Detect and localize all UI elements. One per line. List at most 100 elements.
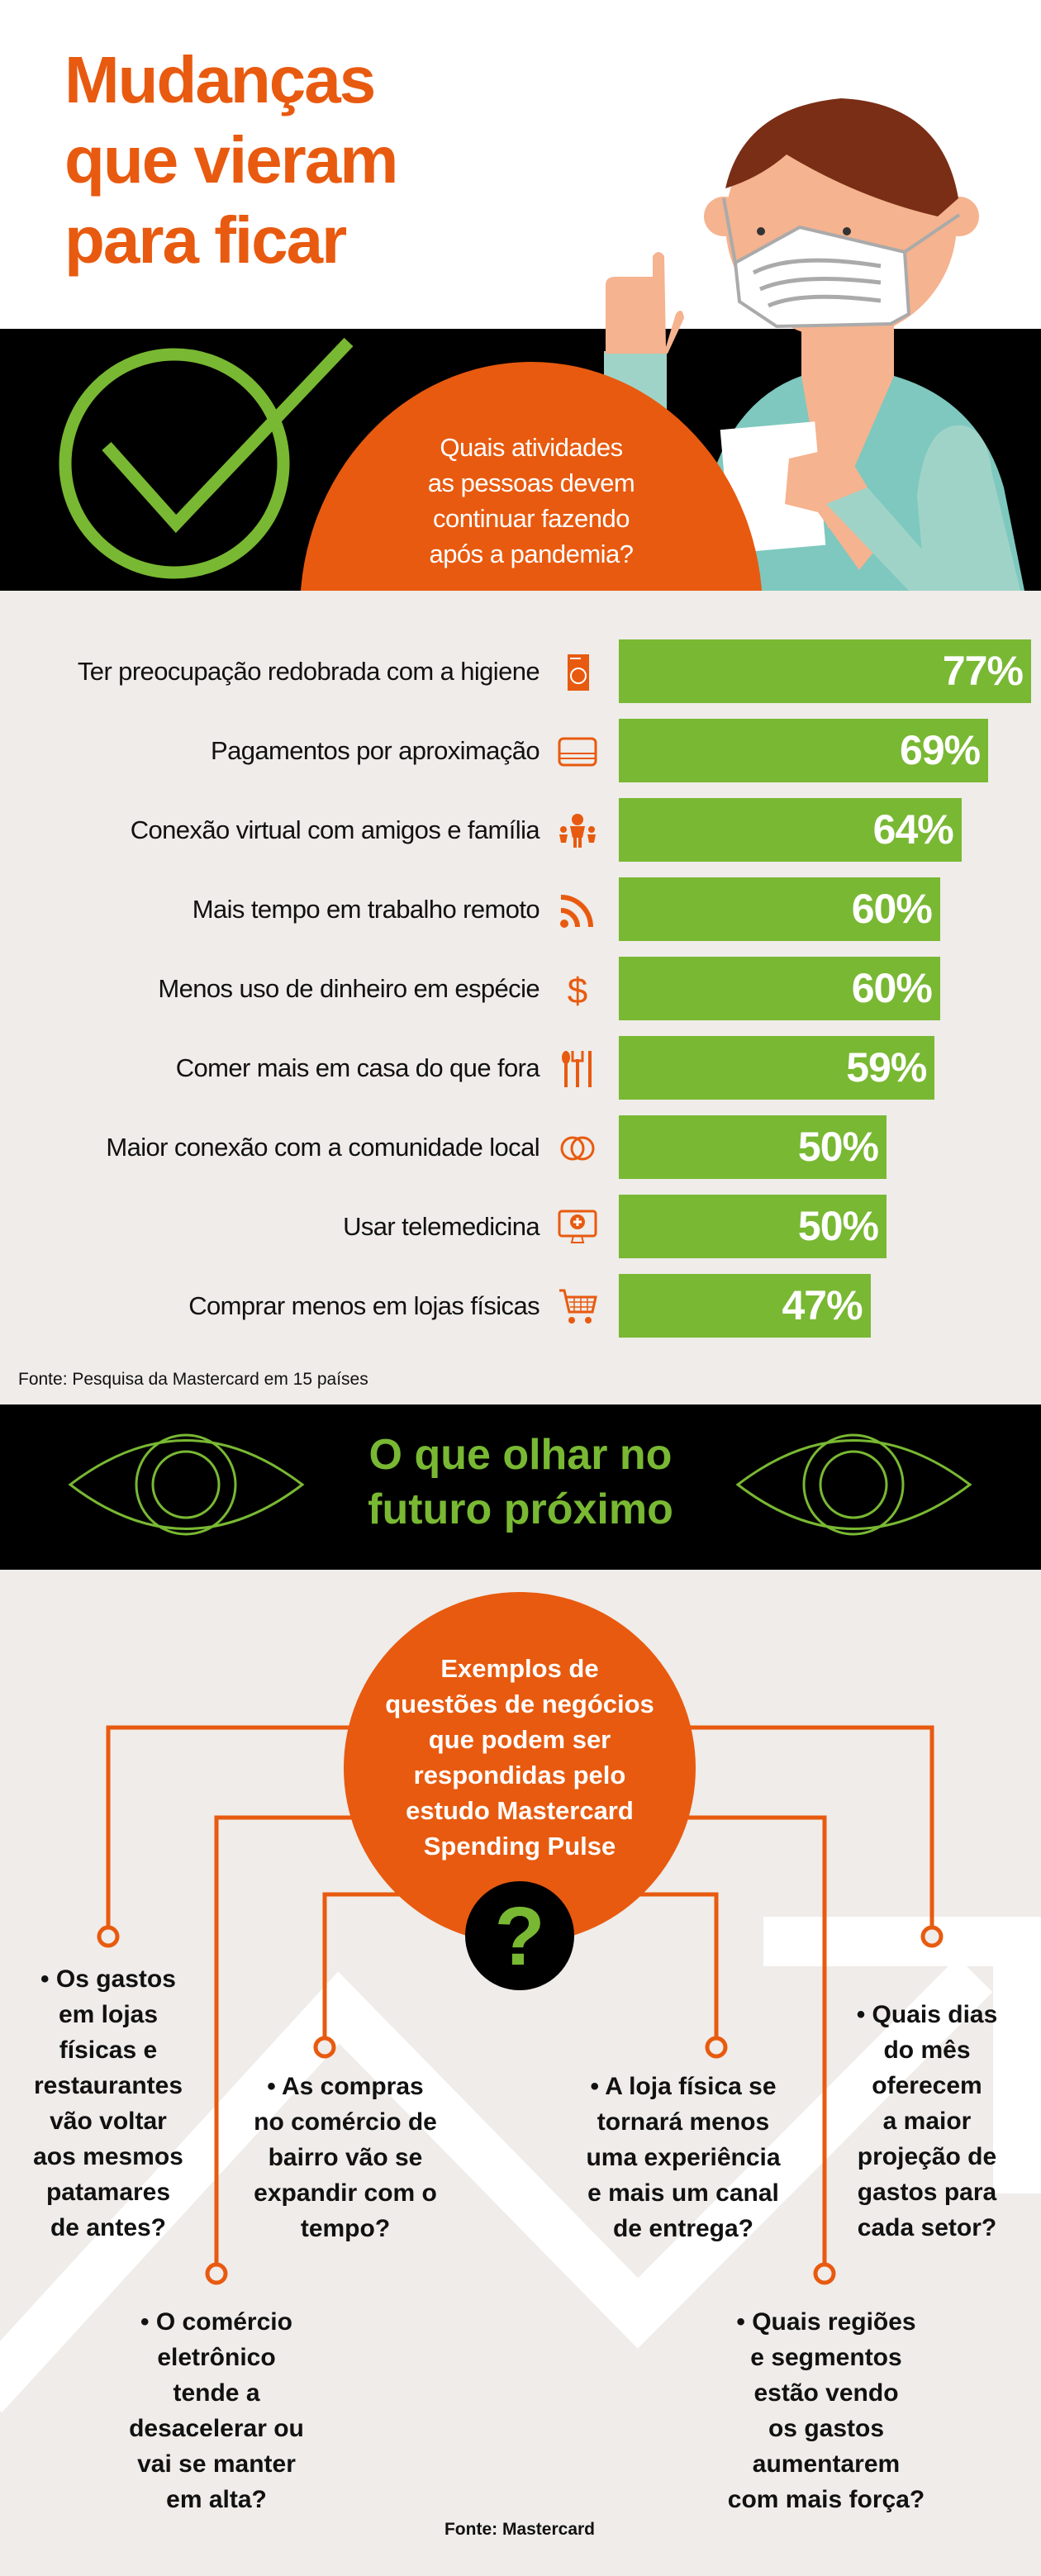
bar-value-label: 60% — [851, 886, 933, 932]
source-note: Fonte: Pesquisa da Mastercard em 15 país… — [18, 1370, 368, 1389]
center-line: questões de negócios — [385, 1690, 654, 1718]
section-title-line: O que olhar no — [368, 1431, 673, 1479]
question-line: de antes? — [50, 2214, 167, 2241]
question-line: aos mesmos — [33, 2143, 183, 2170]
question-line: em lojas — [58, 2001, 159, 2028]
bubble-line: Quais atividades — [440, 433, 623, 462]
question-bubble-text: Quais atividades as pessoas devem contin… — [407, 430, 655, 572]
bar-label: Comprar menos em lojas físicas — [188, 1291, 540, 1320]
question-line: oferecem — [872, 2072, 982, 2099]
center-line: Exemplos de — [440, 1654, 599, 1683]
question-line: vão voltar — [50, 2108, 167, 2135]
question-line: eletrônico — [157, 2344, 276, 2371]
black-band-2 — [0, 1404, 1041, 1570]
bar-value-label: 59% — [846, 1044, 927, 1091]
question-line: em alta? — [166, 2486, 267, 2513]
bar-value-label: 60% — [851, 965, 933, 1011]
chart-row: Mais tempo em trabalho remoto 60% — [0, 877, 1041, 941]
title-line: que vieram — [64, 123, 398, 197]
question-line: projeção de — [857, 2143, 997, 2170]
chart-row: Comprar menos em lojas físicas 47% — [0, 1274, 1041, 1338]
bar-label: Comer mais em casa do que fora — [175, 1053, 540, 1082]
chart-row: Usar telemedicina 50% — [0, 1195, 1041, 1258]
center-line: Spending Pulse — [423, 1832, 616, 1861]
question-line: patamares — [45, 2179, 171, 2206]
question-line: com mais força? — [727, 2486, 925, 2513]
question-line: cada setor? — [857, 2214, 997, 2241]
question-line: aumentarem — [752, 2450, 901, 2478]
center-line: respondidas pelo — [413, 1761, 626, 1789]
bubble-line: continuar fazendo — [433, 504, 630, 533]
question-line: gastos para — [857, 2179, 997, 2206]
question-line: restaurantes — [33, 2072, 183, 2099]
chart-row: Conexão virtual com amigos e família 64% — [0, 798, 1041, 862]
bar-value-label: 69% — [900, 727, 981, 773]
bar-value-label: 50% — [797, 1124, 879, 1170]
question-line: e mais um canal — [587, 2179, 779, 2207]
bar-label: Ter preocupação redobrada com a higiene — [77, 657, 540, 686]
bar-label: Usar telemedicina — [343, 1212, 540, 1241]
question-line: tornará menos — [597, 2108, 770, 2136]
family-icon — [559, 814, 596, 848]
shopping-cart-icon — [559, 1289, 597, 1324]
chart-row: Menos uso de dinheiro em espécie $60% — [0, 957, 1041, 1020]
bubble-line: após a pandemia? — [429, 539, 634, 568]
bar-label: Maior conexão com a comunidade local — [106, 1133, 540, 1162]
bar: 59% — [619, 1036, 935, 1100]
question-line: expandir com o — [254, 2179, 437, 2207]
bar: 50% — [619, 1115, 887, 1179]
question-line: físicas e — [59, 2037, 158, 2064]
question-line: estão vendo — [753, 2379, 899, 2407]
center-line: estudo Mastercard — [406, 1796, 634, 1825]
title-line: para ficar — [64, 203, 347, 277]
question-line: bairro vão se — [268, 2144, 423, 2171]
question-line: no comércio de — [254, 2108, 437, 2136]
business-question: • Os gastos em lojas físicas e restaurantes… — [0, 1961, 232, 2246]
question-line: • As compras — [267, 2073, 424, 2100]
question-line: tempo? — [300, 2215, 391, 2242]
rings-icon — [560, 1136, 595, 1161]
business-question: • As compras no comércio de bairro vão se e… — [221, 2069, 469, 2246]
question-line: • A loja física se — [590, 2073, 777, 2100]
chart-row: Ter preocupação redobrada com a higiene 7… — [0, 639, 1041, 703]
bar-value-label: 77% — [942, 648, 1024, 694]
bar-label: Menos uso de dinheiro em espécie — [158, 974, 540, 1003]
illustration — [59, 98, 1024, 591]
source-note-2: Fonte: Mastercard — [444, 2520, 596, 2539]
question-bubble-shape — [301, 362, 762, 591]
bar: 64% — [619, 798, 962, 862]
section-title: O que olhar no futuro próximo — [273, 1428, 768, 1537]
question-line: • Os gastos — [40, 1965, 176, 1993]
bar-value-label: 50% — [797, 1203, 879, 1249]
question-line: de entrega? — [612, 2215, 754, 2242]
business-question: • O comércio eletrônico tende a desacelerar… — [93, 2304, 340, 2517]
eyes — [68, 1433, 972, 1536]
washing-machine-icon — [568, 654, 589, 691]
question-line: tende a — [173, 2379, 260, 2407]
bar: 60% — [619, 957, 940, 1020]
center-line: que podem ser — [428, 1725, 611, 1754]
telemedicine-monitor-icon — [558, 1210, 597, 1243]
cutlery-icon — [562, 1051, 592, 1087]
question-line: do mês — [883, 2037, 971, 2064]
question-circle — [465, 1881, 574, 1990]
dollar-icon: $ — [568, 971, 587, 1010]
bar: 77% — [619, 639, 1031, 703]
business-question: • Quais dias do mês oferecem a maior projeçã… — [803, 1997, 1041, 2246]
question-line: vai se manter — [137, 2450, 296, 2478]
business-question: • A loja física se tornará menos uma exper… — [559, 2069, 807, 2246]
question-line: e segmentos — [750, 2344, 902, 2371]
page-title: Mudanças que vieram para ficar — [64, 40, 398, 280]
question-line: os gastos — [768, 2415, 885, 2442]
bar: 60% — [619, 877, 940, 941]
bar: 50% — [619, 1195, 887, 1258]
eye-icon — [68, 1433, 305, 1536]
section-title-line: futuro próximo — [368, 1485, 673, 1533]
business-question: • Quais regiões e segmentos estão vendo os … — [702, 2304, 950, 2517]
eye-icon — [735, 1433, 972, 1536]
chart-row: Maior conexão com a comunidade local 50% — [0, 1115, 1041, 1179]
question-line: desacelerar ou — [129, 2415, 304, 2442]
title-line: Mudanças — [64, 43, 376, 116]
wifi-signal-icon — [560, 895, 593, 928]
bar-value-label: 47% — [782, 1282, 863, 1328]
